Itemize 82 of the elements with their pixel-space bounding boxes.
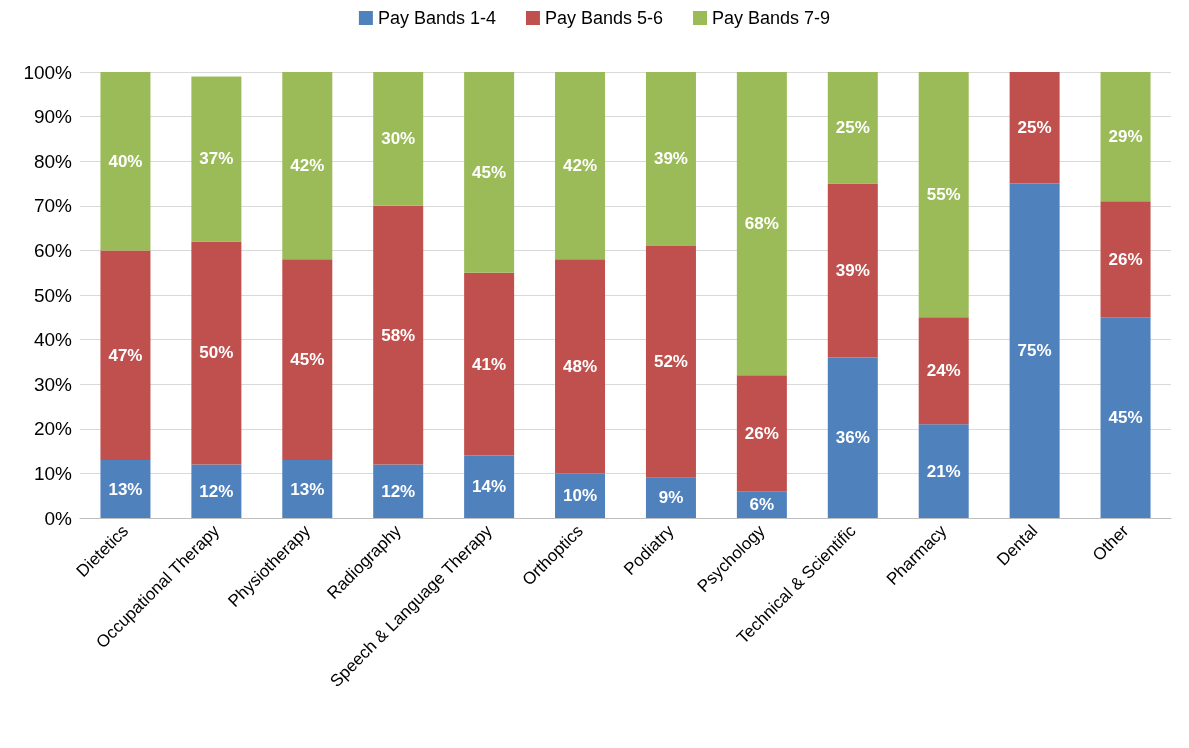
data-label: 40% [108, 151, 143, 171]
data-label: 68% [744, 214, 779, 234]
bar [464, 272, 515, 456]
data-label: 52% [653, 352, 688, 372]
data-label: 12% [199, 481, 234, 501]
y-tick-label: 80% [33, 150, 73, 172]
data-label: 25% [1017, 118, 1052, 138]
bar [191, 76, 242, 242]
bar [918, 424, 969, 518]
bar [1100, 317, 1151, 518]
bar [827, 357, 878, 518]
y-tick-label: 60% [33, 239, 73, 261]
bar [373, 205, 424, 465]
bar [918, 317, 969, 425]
data-label: 21% [926, 461, 961, 481]
data-label: 42% [563, 156, 598, 176]
bar [191, 464, 242, 518]
bar [464, 455, 515, 518]
bar [827, 72, 878, 184]
bar [100, 72, 151, 251]
legend-label: Pay Bands 1-4 [377, 8, 496, 28]
data-label: 42% [290, 156, 325, 176]
data-label: 36% [835, 428, 870, 448]
data-label: 12% [381, 481, 416, 501]
data-label: 48% [563, 356, 598, 376]
data-label: 13% [290, 479, 325, 499]
data-label: 75% [1017, 341, 1052, 361]
y-tick-label: 70% [33, 195, 73, 217]
bar [645, 477, 696, 518]
data-label: 45% [290, 350, 325, 370]
bar [464, 72, 515, 273]
bar [1009, 72, 1060, 184]
bar [373, 464, 424, 518]
y-tick-label: 40% [33, 329, 73, 351]
data-label: 39% [653, 149, 688, 169]
data-label: 10% [563, 486, 598, 506]
bar [373, 72, 424, 206]
bar [736, 375, 787, 492]
bar [1100, 201, 1151, 318]
y-tick-label: 0% [44, 507, 73, 529]
data-label: 30% [381, 129, 416, 149]
bar [100, 460, 151, 518]
y-tick-label: 20% [33, 418, 73, 440]
data-label: 45% [1108, 408, 1143, 428]
data-label: 26% [744, 423, 779, 443]
data-label: 41% [472, 354, 507, 374]
data-label: 24% [926, 361, 961, 381]
data-label: 29% [1108, 127, 1143, 147]
bar [555, 259, 606, 474]
y-tick-label: 50% [33, 284, 73, 306]
bar [282, 259, 333, 461]
y-tick-label: 90% [33, 106, 73, 128]
data-label: 9% [658, 488, 684, 508]
bar [827, 183, 878, 358]
data-label: 50% [199, 343, 234, 363]
legend-label: Pay Bands 5-6 [544, 8, 664, 28]
bar [1100, 72, 1151, 202]
bar [918, 72, 969, 318]
data-label: 14% [472, 477, 507, 497]
legend-label: Pay Bands 7-9 [712, 8, 831, 28]
bar [100, 250, 151, 461]
data-label: 45% [472, 162, 507, 182]
data-label: 37% [199, 149, 234, 169]
bar [282, 460, 333, 518]
data-label: 58% [381, 325, 416, 345]
bar [645, 245, 696, 478]
data-label: 47% [108, 345, 143, 365]
data-label: 26% [1108, 249, 1143, 269]
data-label: 55% [926, 185, 961, 205]
bar [282, 72, 333, 260]
bar [736, 72, 787, 376]
data-label: 39% [835, 260, 870, 280]
y-tick-label: 100% [23, 61, 73, 83]
bar [645, 72, 696, 246]
bar [1009, 183, 1060, 518]
y-tick-label: 30% [33, 373, 73, 395]
data-label: 13% [108, 479, 143, 499]
bar [191, 241, 242, 465]
y-tick-label: 10% [33, 462, 73, 484]
bar [555, 72, 606, 260]
data-label: 25% [835, 118, 870, 138]
data-label: 6% [749, 495, 775, 515]
